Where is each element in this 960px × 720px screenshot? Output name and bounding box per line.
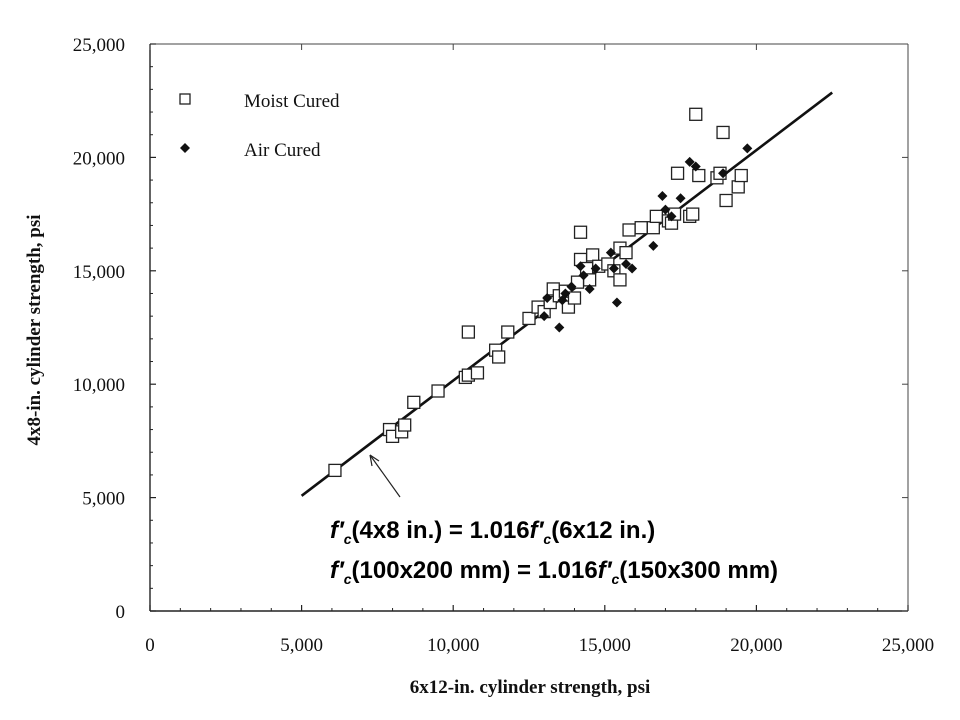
point-air-cured [566,281,577,292]
y-tick-label: 5,000 [82,489,125,510]
point-air-cured [675,193,686,204]
x-tick-label: 5,000 [280,635,323,656]
legend-label-air-cured: Air Cured [244,140,321,161]
point-moist-cured [649,209,663,224]
y-tick-label: 15,000 [73,262,125,283]
point-moist-cured [431,384,445,398]
point-moist-cured [692,168,706,183]
legend-label-moist-cured: Moist Cured [244,91,340,112]
point-air-cured [684,156,695,167]
point-moist-cured [501,325,515,339]
y-axis-label: 4x8-in. cylinder strength, psi [24,214,45,445]
point-moist-cured [492,350,506,364]
point-air-cured [627,263,638,274]
equation-imperial: f′c(4x8 in.) = 1.016f′c(6x12 in.) [330,517,655,547]
point-air-cured [605,247,616,258]
y-tick-label: 25,000 [73,35,125,56]
point-air-cured [621,258,632,269]
point-air-cured [575,261,586,272]
point-air-cured [718,168,729,179]
x-tick-label: 15,000 [579,635,631,656]
point-moist-cured [470,366,485,380]
point-air-cured [584,283,595,294]
point-moist-cured [689,107,703,121]
y-tick-label: 10,000 [73,375,125,396]
point-moist-cured [573,225,588,239]
point-air-cured [660,204,671,215]
annotation-arrowhead [369,454,380,467]
point-moist-cured [716,125,730,140]
point-air-cured [539,311,550,322]
point-air-cured [742,143,753,154]
x-tick-label: 25,000 [882,635,934,656]
points-layer [328,107,753,478]
point-moist-cured [646,221,660,235]
legend-marker-moist-cured [179,93,191,105]
point-air-cured [666,211,677,222]
point-air-cured [657,190,668,201]
x-tick-label: 0 [145,635,155,656]
point-moist-cured [613,273,627,287]
point-moist-cured [619,246,633,260]
x-tick-label: 10,000 [427,635,479,656]
point-air-cured [560,288,571,299]
point-moist-cured [731,180,745,194]
point-moist-cured [407,395,421,409]
point-moist-cured [719,193,733,208]
plot-frame [149,43,909,612]
point-moist-cured [522,311,536,326]
point-air-cured [542,293,553,304]
point-moist-cured [670,166,685,180]
ticks-layer: 0 5,000 10,000 15,000 20,000 25,000 0 5,000 10,0… [73,35,934,656]
y-tick-label: 0 [116,602,126,623]
point-moist-cured [586,248,600,262]
point-moist-cured [567,291,582,305]
point-moist-cured [634,221,648,235]
point-air-cured [608,263,619,274]
point-moist-cured [686,207,700,221]
point-air-cured [611,297,622,308]
annotation-arrow [369,454,401,498]
point-moist-cured [328,463,342,478]
x-tick-label: 20,000 [730,635,782,656]
point-air-cured [648,240,659,251]
legend-marker-air-cured [180,143,190,153]
point-moist-cured [622,223,636,237]
point-moist-cured [398,418,412,432]
legend: Moist Cured Air Cured [179,91,340,161]
y-tick-label: 20,000 [73,148,125,169]
point-moist-cured [461,325,476,339]
equation-metric: f′c(100x200 mm) = 1.016f′c(150x300 mm) [330,557,778,587]
point-moist-cured [734,168,748,183]
point-air-cured [554,322,565,333]
point-air-cured [690,161,701,172]
point-air-cured [590,263,601,274]
x-axis-label: 6x12-in. cylinder strength, psi [410,677,651,698]
point-air-cured [578,270,589,281]
